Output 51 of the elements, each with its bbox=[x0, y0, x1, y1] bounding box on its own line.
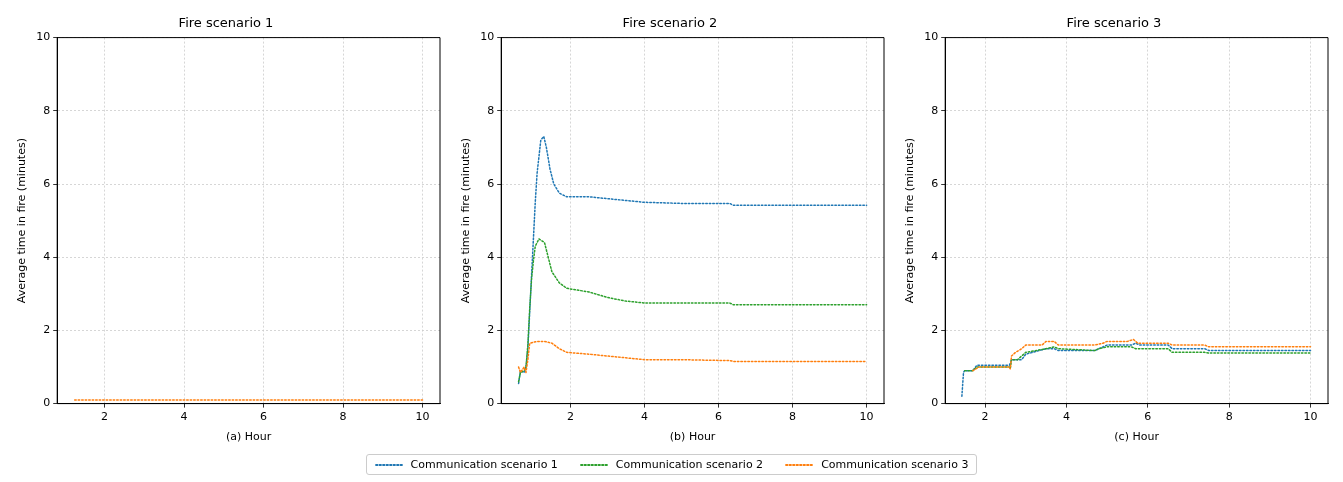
line-series bbox=[963, 346, 1312, 372]
y-tick-label: 4 bbox=[931, 250, 939, 264]
x-tick-label: 10 bbox=[859, 410, 874, 424]
y-tick-label: 10 bbox=[480, 30, 495, 44]
chart-title: Fire scenario 3 bbox=[1066, 15, 1162, 31]
y-tick-label: 6 bbox=[931, 176, 939, 190]
y-tick-label: 8 bbox=[43, 103, 51, 117]
legend-label: Communication scenario 1 bbox=[410, 458, 558, 471]
line-series bbox=[961, 342, 1312, 398]
y-tick-label: 10 bbox=[36, 30, 51, 44]
x-tick-label: 10 bbox=[415, 410, 430, 424]
y-tick-label: 8 bbox=[487, 103, 495, 117]
x-axis-title: (b) Hour bbox=[669, 430, 716, 444]
legend-label: Communication scenario 3 bbox=[821, 458, 969, 471]
line-series bbox=[972, 338, 1312, 372]
y-axis-title: Average time in fire (minutes) bbox=[459, 138, 473, 304]
x-tick-label: 6 bbox=[715, 410, 723, 424]
x-tick-label: 4 bbox=[640, 410, 648, 424]
y-tick-label: 2 bbox=[487, 323, 495, 337]
y-tick-label: 10 bbox=[924, 30, 939, 44]
x-tick-label: 6 bbox=[260, 410, 268, 424]
y-axis-title: Average time in fire (minutes) bbox=[903, 138, 917, 304]
x-tick-label: 10 bbox=[1303, 410, 1318, 424]
y-tick-label: 2 bbox=[43, 323, 51, 337]
x-tick-label: 2 bbox=[101, 410, 108, 424]
line-series bbox=[517, 135, 868, 385]
y-tick-label: 4 bbox=[43, 250, 51, 264]
chart-title: Fire scenario 1 bbox=[178, 15, 274, 31]
legend-label: Communication scenario 2 bbox=[615, 458, 764, 471]
chart-title: Fire scenario 2 bbox=[622, 15, 718, 31]
y-tick-label: 6 bbox=[487, 176, 495, 190]
y-tick-label: 6 bbox=[43, 176, 51, 190]
y-tick-label: 4 bbox=[487, 250, 495, 264]
x-tick-label: 2 bbox=[981, 410, 989, 424]
x-tick-label: 8 bbox=[339, 410, 347, 424]
y-axis-title: Average time in fire (minutes) bbox=[15, 138, 29, 304]
x-tick-label: 6 bbox=[1144, 410, 1152, 424]
y-tick-label: 0 bbox=[43, 396, 51, 410]
y-tick-label: 0 bbox=[487, 396, 495, 410]
x-tick-label: 4 bbox=[1062, 410, 1070, 424]
y-tick-label: 2 bbox=[931, 323, 939, 337]
x-tick-label: 2 bbox=[566, 410, 574, 424]
line-series bbox=[517, 340, 868, 374]
x-axis-title: (a) Hour bbox=[225, 430, 272, 444]
y-tick-label: 8 bbox=[931, 103, 939, 117]
line-series bbox=[517, 238, 868, 383]
x-tick-label: 8 bbox=[1225, 410, 1233, 424]
y-tick-label: 0 bbox=[931, 396, 939, 410]
x-tick-label: 4 bbox=[180, 410, 188, 424]
x-tick-label: 8 bbox=[789, 410, 797, 424]
x-axis-title: (c) Hour bbox=[1114, 430, 1160, 444]
